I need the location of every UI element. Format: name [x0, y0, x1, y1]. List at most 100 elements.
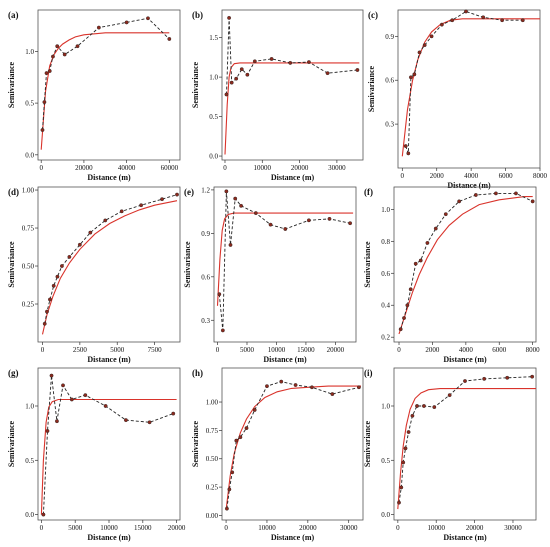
panel-h: 0 10000 20000 30000 0.00 0.25 0.50 0.75 1.00 Dist…: [191, 367, 364, 542]
y-tick-label: 1.00: [206, 399, 219, 407]
empirical-semivariance-line: [398, 376, 533, 503]
empirical-point: [397, 500, 401, 505]
y-tick-label: 1.0: [209, 74, 218, 82]
empirical-point: [357, 385, 361, 390]
empirical-point: [288, 60, 293, 65]
x-tick-label: 60000: [161, 164, 179, 172]
empirical-point: [51, 283, 56, 288]
model-fit-line: [224, 62, 360, 155]
empirical-point: [55, 419, 59, 424]
plot-frame: [221, 367, 364, 521]
empirical-point: [234, 76, 239, 81]
y-tick-label: 0.0: [25, 511, 34, 519]
empirical-point: [410, 413, 415, 418]
x-axis-label: Distance (m): [271, 173, 315, 182]
x-axis-label: Distance (m): [263, 355, 307, 364]
empirical-point: [227, 487, 232, 492]
x-tick-label: 30000: [340, 524, 358, 532]
y-tick-label: 0.4: [381, 302, 390, 310]
empirical-point: [327, 216, 332, 221]
empirical-point: [217, 292, 222, 297]
empirical-point: [494, 191, 498, 196]
panel-b: 0 10000 20000 30000 0.0 0.5 1.0 1.5 Distance (m)…: [191, 9, 364, 182]
empirical-point: [413, 261, 418, 266]
empirical-point: [60, 264, 64, 268]
y-axis-label: Semivariance: [191, 61, 200, 108]
empirical-point: [447, 393, 452, 398]
x-axis-label: Distance (m): [87, 355, 131, 364]
x-tick-label: 0: [40, 524, 44, 532]
empirical-point: [422, 43, 427, 48]
panel-label: (e): [184, 187, 194, 197]
empirical-point: [433, 226, 438, 231]
model-fit-line: [41, 200, 178, 335]
y-tick-label: 0.25: [206, 484, 219, 492]
empirical-point: [160, 197, 164, 202]
empirical-point: [520, 18, 525, 23]
y-tick-label: 0.6: [381, 270, 390, 278]
empirical-point: [44, 71, 49, 76]
y-tick-label: 0.0: [25, 151, 34, 159]
empirical-point: [42, 321, 47, 326]
empirical-point: [77, 242, 82, 247]
empirical-point: [406, 151, 411, 156]
empirical-point: [51, 54, 55, 59]
x-tick-label: 15000: [134, 524, 152, 532]
plot-frame: [393, 367, 537, 521]
empirical-semivariance-line: [42, 17, 170, 131]
x-tick-label: 20000: [75, 164, 93, 172]
x-tick-label: 0: [41, 346, 45, 354]
empirical-point: [146, 16, 150, 21]
x-tick-label: 6000: [499, 172, 514, 180]
y-tick-label: 0.8: [381, 238, 390, 246]
empirical-point: [265, 384, 269, 389]
x-tick-label: 2000: [430, 172, 445, 180]
empirical-point: [171, 411, 176, 416]
empirical-point: [443, 212, 448, 217]
y-tick-label: 1.0: [25, 403, 34, 411]
y-tick-label: 0.0: [381, 511, 390, 519]
x-tick-label: 8000: [526, 346, 541, 354]
plot-frame: [37, 367, 181, 521]
x-tick-label: 0: [396, 524, 400, 532]
y-tick-label: 1.0: [25, 48, 34, 56]
empirical-point: [245, 72, 250, 77]
panel-d: 0 2500 5000 7500 0.25 0.50 0.75 1.00 Distance (m…: [7, 187, 181, 364]
empirical-point: [253, 211, 258, 215]
empirical-point: [167, 37, 172, 41]
model-fit-line: [398, 196, 533, 335]
empirical-semivariance-line: [218, 191, 351, 331]
empirical-point: [228, 243, 233, 247]
empirical-point: [244, 426, 249, 431]
y-axis-label: Semivariance: [191, 420, 200, 467]
y-tick-label: 0.6: [385, 77, 394, 85]
empirical-point: [42, 100, 47, 104]
empirical-point: [481, 15, 486, 20]
empirical-point: [62, 52, 67, 57]
x-tick-label: 6000: [492, 346, 507, 354]
empirical-point: [220, 328, 225, 333]
empirical-point: [88, 230, 93, 235]
y-tick-label: 0.50: [206, 455, 219, 463]
x-axis-label: Distance (m): [87, 533, 131, 542]
empirical-point: [252, 59, 257, 64]
y-tick-label: 0.5: [25, 457, 34, 465]
empirical-point: [225, 506, 229, 511]
empirical-point: [124, 418, 128, 423]
empirical-point: [310, 385, 314, 390]
empirical-point: [49, 373, 54, 378]
x-axis-label: Distance (m): [271, 533, 315, 542]
empirical-point: [403, 144, 408, 148]
y-tick-label: 0.3: [385, 121, 394, 129]
empirical-point: [409, 75, 413, 80]
y-tick-label: 1.00: [22, 187, 35, 195]
model-fit-line: [225, 385, 361, 510]
y-tick-label: 0.5: [25, 100, 34, 108]
empirical-point: [417, 50, 422, 55]
empirical-point: [463, 379, 467, 383]
plot-frame: [213, 186, 357, 343]
x-tick-label: 0: [224, 524, 228, 532]
y-tick-label: 0.5: [381, 457, 390, 465]
panel-c: 0 2000 4000 6000 8000 0.3 0.6 0.9 Distance (m) Se…: [367, 9, 548, 190]
